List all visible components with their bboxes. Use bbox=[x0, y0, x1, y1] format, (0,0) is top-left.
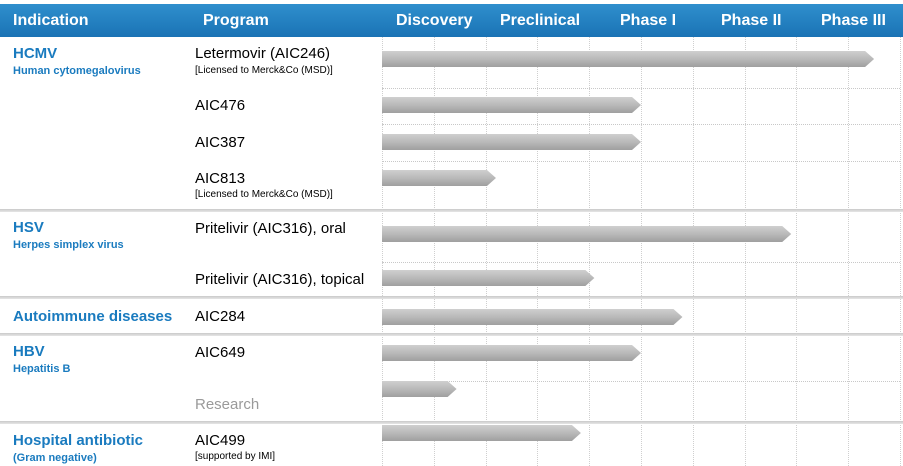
table-header: Indication Program Discovery Preclinical… bbox=[0, 4, 903, 37]
row-divider bbox=[382, 88, 900, 89]
pipeline-bar bbox=[382, 170, 496, 186]
indication-autoimmune: Autoimmune diseases bbox=[13, 308, 173, 325]
row-divider bbox=[382, 161, 900, 162]
pipeline-bar bbox=[382, 381, 457, 397]
pipeline-body: HCMV Human cytomegalovirus HSV Herpes si… bbox=[0, 37, 903, 466]
program-aic813: AIC813 bbox=[195, 170, 246, 187]
program-aic813-note: [Licensed to Merck&Co (MSD)] bbox=[195, 189, 333, 200]
indication-hsv-subtitle: Herpes simplex virus bbox=[13, 239, 124, 251]
program-aic499: AIC499 bbox=[195, 432, 246, 449]
pipeline-bar bbox=[382, 97, 641, 113]
stage-gridline bbox=[382, 37, 383, 466]
header-indication: Indication bbox=[13, 12, 89, 29]
stage-gridline bbox=[848, 37, 850, 466]
program-pritelivir-topical: Pritelivir (AIC316), topical bbox=[195, 271, 365, 288]
pipeline-bar bbox=[382, 270, 595, 286]
group-separator bbox=[0, 421, 903, 424]
program-aic387: AIC387 bbox=[195, 134, 246, 151]
program-aic499-note: [supported by IMI] bbox=[195, 451, 276, 462]
pipeline-bar bbox=[382, 425, 581, 441]
program-research: Research bbox=[195, 396, 260, 413]
header-phase-discovery: Discovery bbox=[396, 12, 473, 29]
indication-hospital-antibiotic-subtitle: (Gram negative) bbox=[13, 452, 97, 464]
pipeline-bar bbox=[382, 345, 641, 361]
header-program: Program bbox=[203, 12, 269, 29]
program-letermovir-note: [Licensed to Merck&Co (MSD)] bbox=[195, 65, 333, 76]
stage-gridline bbox=[744, 37, 746, 466]
stage-gridline bbox=[641, 37, 642, 466]
stage-gridline bbox=[796, 37, 798, 466]
stage-gridline bbox=[433, 37, 435, 466]
group-separator bbox=[0, 209, 903, 212]
pipeline-bar bbox=[382, 134, 641, 150]
stage-gridline bbox=[537, 37, 539, 466]
group-separator bbox=[0, 333, 903, 336]
stage-gridline bbox=[485, 37, 487, 466]
program-letermovir: Letermovir (AIC246) bbox=[195, 45, 331, 62]
indication-hcmv: HCMV bbox=[13, 45, 58, 62]
program-aic649: AIC649 bbox=[195, 344, 246, 361]
stage-gridline bbox=[692, 37, 694, 466]
program-pritelivir-oral: Pritelivir (AIC316), oral bbox=[195, 220, 346, 237]
indication-hbv: HBV bbox=[13, 343, 45, 360]
row-divider bbox=[382, 262, 900, 263]
header-phase-3: Phase III bbox=[821, 12, 886, 29]
pipeline-bar bbox=[382, 51, 875, 67]
header-phase-preclinical: Preclinical bbox=[500, 12, 581, 29]
header-phase-1: Phase I bbox=[620, 12, 677, 29]
group-separator bbox=[0, 296, 903, 299]
header-phase-2: Phase II bbox=[721, 12, 782, 29]
pipeline-bar bbox=[382, 226, 792, 242]
indication-hcmv-subtitle: Human cytomegalovirus bbox=[13, 65, 141, 77]
indication-hospital-antibiotic: Hospital antibiotic bbox=[13, 432, 144, 449]
indication-hsv: HSV bbox=[13, 219, 44, 236]
program-aic476: AIC476 bbox=[195, 97, 246, 114]
pipeline-bars bbox=[382, 51, 875, 441]
program-aic284: AIC284 bbox=[195, 308, 246, 325]
row-divider bbox=[382, 124, 900, 125]
stage-gridline bbox=[589, 37, 591, 466]
stage-gridline bbox=[900, 37, 901, 466]
indication-hbv-subtitle: Hepatitis B bbox=[13, 363, 71, 375]
pipeline-bar bbox=[382, 309, 683, 325]
row-divider bbox=[382, 381, 900, 382]
